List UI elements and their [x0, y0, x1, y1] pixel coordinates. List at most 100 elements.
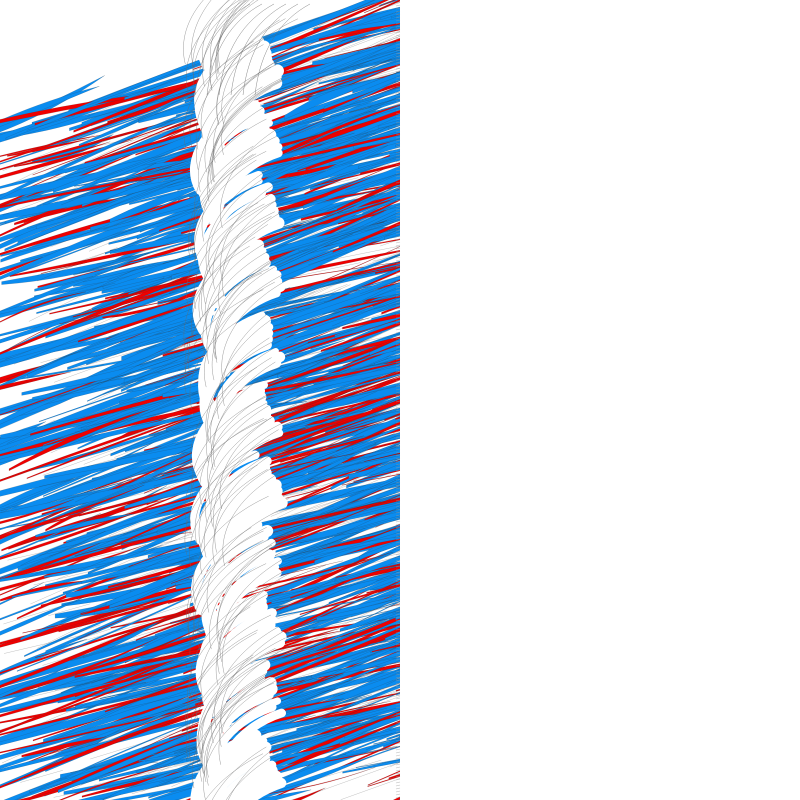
- hairline: [297, 72, 400, 98]
- grey-thread: [202, 249, 272, 355]
- edge-fringe: [395, 295, 401, 298]
- edge-fringe: [395, 451, 401, 454]
- grey-thread: [200, 33, 272, 139]
- edge-fringe: [395, 589, 401, 592]
- hairline: [37, 247, 118, 282]
- edge-fringe: [395, 616, 401, 619]
- hairline: [261, 645, 400, 711]
- hairline: [345, 173, 400, 191]
- white-slit: [241, 777, 287, 800]
- hairline: [68, 104, 215, 170]
- grey-thread: [215, 0, 250, 81]
- red-ribbon: [224, 133, 400, 176]
- edge-fringe: [395, 394, 401, 397]
- red-ribbon: [0, 257, 43, 276]
- blue-ribbon: [327, 545, 400, 584]
- blue-ribbon: [370, 636, 400, 654]
- edge-fringe: [395, 355, 401, 358]
- edge-fringe: [395, 73, 401, 76]
- hairline: [148, 106, 204, 131]
- grey-thread: [207, 87, 272, 193]
- hairline: [250, 685, 400, 746]
- hairline: [372, 107, 400, 117]
- edge-fringe: [395, 10, 401, 13]
- edge-fringe: [395, 739, 401, 742]
- edge-fringe: [395, 85, 401, 88]
- hairline: [3, 345, 157, 389]
- edge-fringe: [395, 409, 401, 412]
- edge-fringe: [395, 262, 401, 265]
- hairline: [68, 156, 194, 201]
- grey-thread: [199, 676, 267, 782]
- blue-ribbon: [0, 729, 121, 788]
- edge-fringe: [395, 655, 401, 658]
- hairline: [314, 531, 400, 558]
- edge-fringe: [395, 115, 401, 118]
- edge-fringe: [395, 286, 401, 289]
- edge-fringe: [395, 37, 401, 40]
- red-ribbon: [0, 484, 145, 539]
- red-ribbon: [364, 0, 397, 14]
- blue-ribbon: [343, 17, 400, 31]
- hairline: [28, 264, 145, 322]
- hairline: [258, 581, 345, 600]
- edge-fringe: [395, 283, 401, 286]
- hairline: [94, 681, 179, 701]
- grey-thread: [186, 202, 259, 308]
- edge-fringe: [395, 628, 401, 631]
- edge-fringe: [395, 469, 401, 472]
- red-ribbon: [291, 787, 326, 800]
- hairline: [361, 0, 394, 12]
- grey-thread: [216, 539, 285, 645]
- edge-fringe: [395, 214, 401, 217]
- grey-thread: [198, 216, 272, 322]
- edge-fringe: [395, 670, 401, 673]
- hairline: [300, 377, 392, 403]
- edge-fringe: [395, 52, 401, 55]
- edge-fringe: [395, 652, 401, 655]
- edge-fringe: [395, 721, 401, 724]
- hairline: [269, 641, 348, 677]
- red-ribbon: [265, 580, 400, 642]
- hairline: [269, 474, 391, 526]
- edge-fringe: [395, 82, 401, 85]
- edge-fringe: [395, 217, 401, 220]
- edge-fringe: [395, 187, 401, 190]
- grey-thread: [195, 44, 264, 150]
- blue-ribbon: [248, 302, 400, 359]
- edge-fringe: [395, 634, 401, 637]
- hairline: [305, 212, 347, 232]
- grey-thread: [186, 527, 252, 633]
- edge-fringe: [395, 733, 401, 736]
- edge-fringe: [395, 199, 401, 202]
- edge-fringe: [395, 301, 401, 304]
- hairline: [356, 286, 400, 305]
- hairline: [341, 25, 400, 50]
- edge-fringe: [395, 463, 401, 466]
- edge-fringe: [395, 289, 401, 292]
- edge-fringe: [395, 577, 401, 580]
- blue-ribbon: [342, 759, 400, 774]
- edge-fringe: [395, 613, 401, 616]
- hairline: [279, 338, 400, 386]
- edge-fringe: [395, 19, 401, 22]
- edge-fringe: [395, 103, 401, 106]
- hairline: [388, 486, 400, 490]
- edge-fringe: [395, 313, 401, 316]
- edge-fringe: [395, 166, 401, 169]
- edge-fringe: [395, 424, 401, 427]
- red-ribbon: [341, 473, 400, 486]
- hairline: [367, 629, 400, 645]
- blue-ribbon: [271, 511, 400, 550]
- hairline: [308, 251, 349, 265]
- hairline: [371, 634, 400, 646]
- grey-thread: [189, 464, 258, 570]
- hairline: [253, 759, 382, 798]
- grey-thread: [193, 203, 265, 309]
- hairline: [39, 477, 81, 487]
- hairline: [64, 103, 214, 167]
- grey-thread: [198, 86, 263, 192]
- hairline: [7, 525, 158, 561]
- edge-fringe: [395, 703, 401, 706]
- blue-ribbon: [0, 150, 392, 257]
